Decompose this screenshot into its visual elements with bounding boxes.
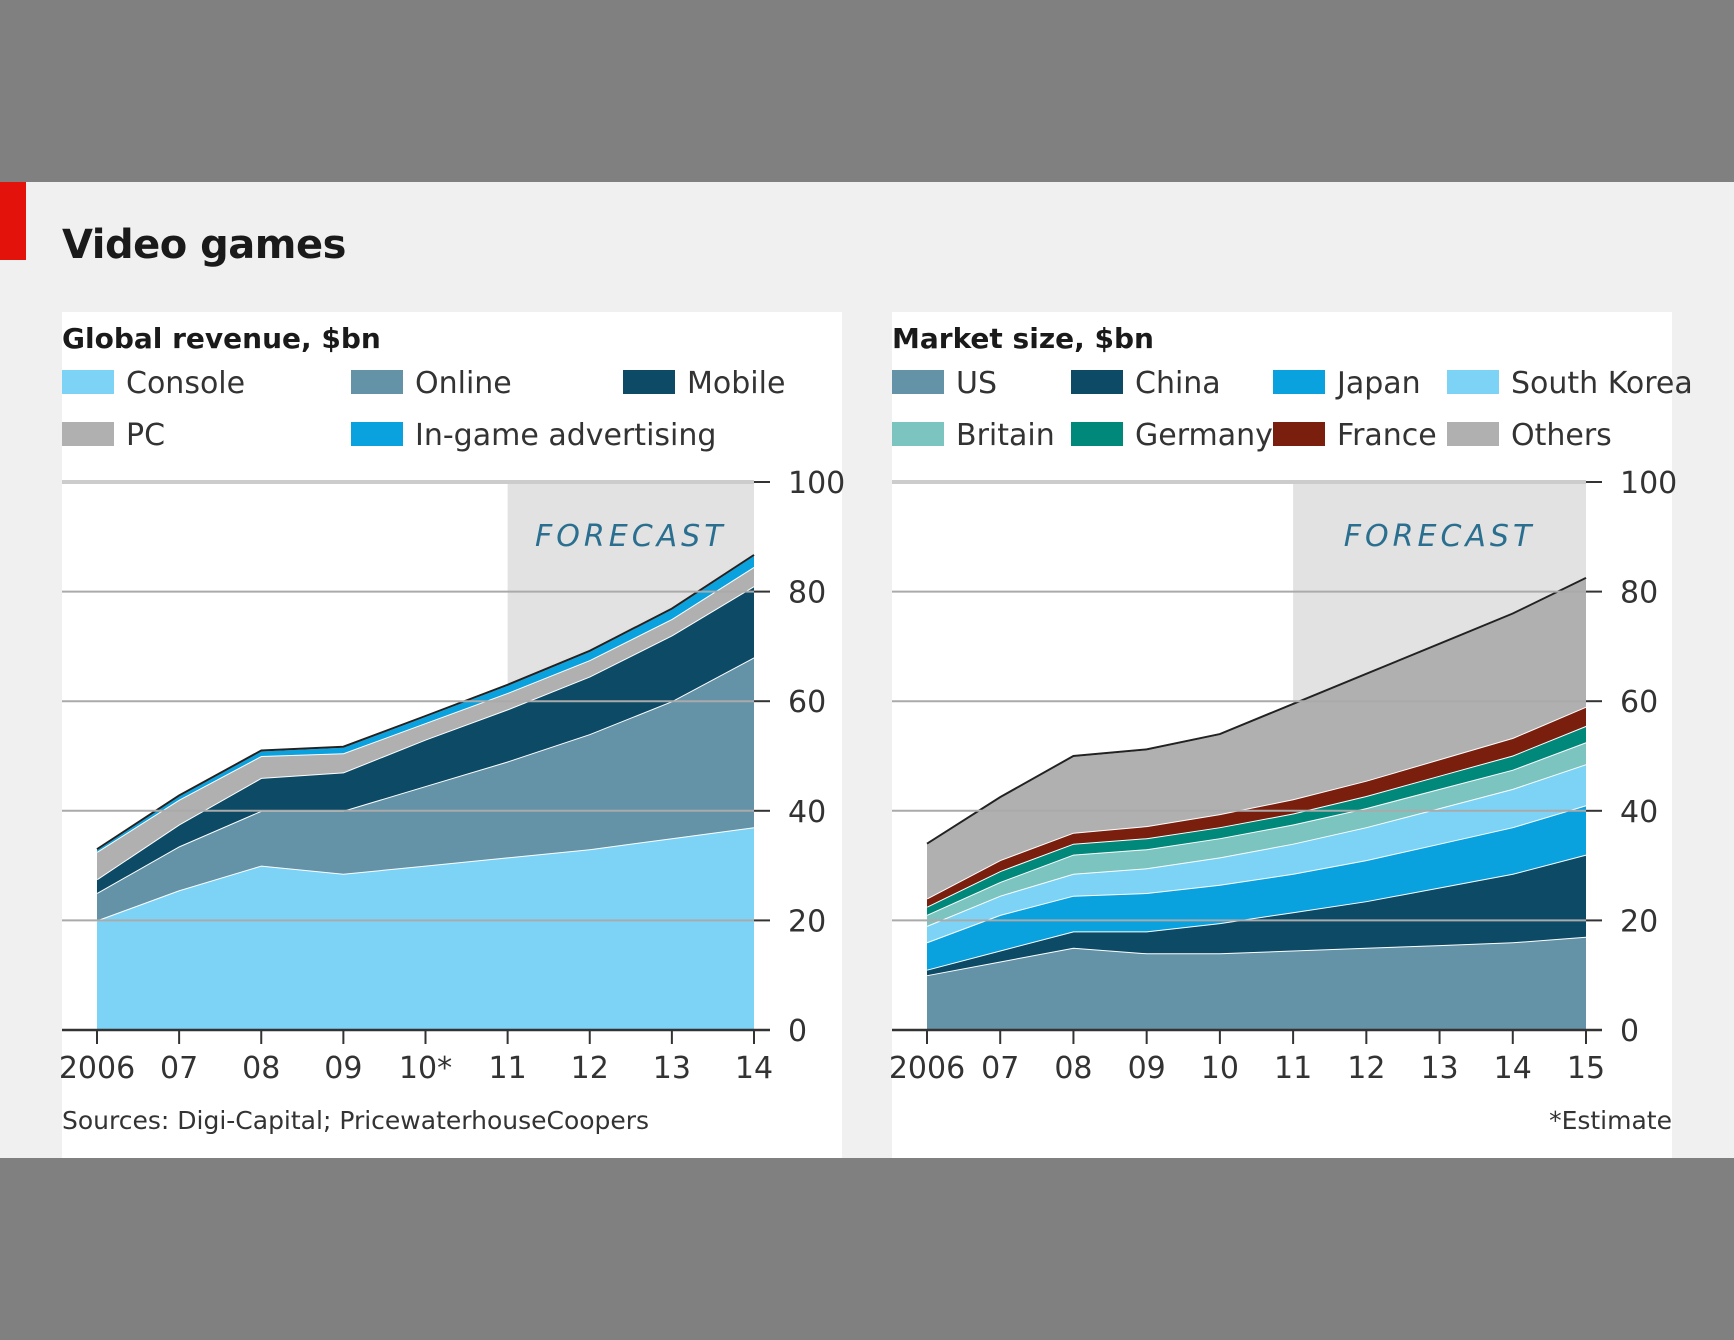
legend-label-japan: Japan [1335, 366, 1421, 401]
area-britain [927, 742, 1586, 926]
chart2-x-tick-label: 10 [1201, 1051, 1239, 1086]
area-japan [927, 805, 1586, 970]
chart1-y-tick-label: 80 [788, 576, 826, 611]
legend-swatch-britain [892, 422, 944, 446]
legend-swatch-germany [1071, 422, 1123, 446]
legend-label-console: Console [126, 366, 245, 401]
chart2-x-tick-label: 13 [1420, 1051, 1458, 1086]
legend-swatch-in-game-advertising [351, 422, 403, 446]
chart1-total-line [96, 554, 755, 851]
legend-swatch-japan [1273, 370, 1325, 394]
estimate-footnote: *Estimate [1549, 1106, 1672, 1135]
chart1: Global revenue, $bn Console Online Mobile PC… [59, 312, 845, 1158]
chart2-y-tick-label: 40 [1620, 795, 1658, 830]
chart1-x-tick-label: 12 [571, 1051, 609, 1086]
legend-label-south-korea: South Korea [1511, 366, 1693, 401]
accent-bar [0, 182, 26, 260]
legend-swatch-mobile [623, 370, 675, 394]
chart2-x-tick-label: 12 [1347, 1051, 1385, 1086]
chart1-x-tick-label: 11 [489, 1051, 527, 1086]
legend-label-us: US [956, 366, 997, 401]
chart2-title: Market size, $bn [892, 322, 1154, 355]
chart1-forecast-label: FORECAST [535, 519, 727, 554]
chart1-x-tick-label: 09 [324, 1051, 362, 1086]
chart2-x-tick-label: 08 [1054, 1051, 1092, 1086]
chart2-x-tick-label: 07 [981, 1051, 1019, 1086]
chart1-x-tick-label: 10* [399, 1051, 452, 1086]
chart2-x-tick-label: 2006 [889, 1051, 965, 1086]
chart2-total-line [926, 577, 1587, 845]
legend-label-others: Others [1511, 418, 1612, 453]
legend-swatch-south-korea [1447, 370, 1499, 394]
chart2-y-tick-label: 100 [1620, 466, 1677, 501]
legend-swatch-pc [62, 422, 114, 446]
charts-canvas: Global revenue, $bn Console Online Mobile PC… [59, 312, 1693, 1158]
chart2-y-tick-label: 80 [1620, 576, 1658, 611]
chart1-x-tick-label: 08 [242, 1051, 280, 1086]
legend-label-online: Online [415, 366, 512, 401]
chart2-forecast-label: FORECAST [1344, 519, 1536, 554]
legend-swatch-china [1071, 370, 1123, 394]
chart1-x-tick-label: 2006 [59, 1051, 135, 1086]
chart1-y-tick-label: 20 [788, 904, 826, 939]
legend-label-mobile: Mobile [687, 366, 785, 401]
chart2-x-tick-label: 09 [1128, 1051, 1166, 1086]
area-south-korea [927, 764, 1586, 943]
legend-swatch-others [1447, 422, 1499, 446]
legend-label-germany: Germany [1135, 418, 1273, 453]
legend-swatch-console [62, 370, 114, 394]
area-china [927, 854, 1586, 976]
chart2-x-tick-label: 14 [1494, 1051, 1532, 1086]
page-title: Video games [62, 222, 346, 268]
chart2: Market size, $bn US China Japan South Korea B… [889, 312, 1693, 1158]
legend-swatch-online [351, 370, 403, 394]
legend-label-in-game-advertising: In-game advertising [415, 418, 716, 453]
chart1-y-tick-label: 40 [788, 795, 826, 830]
legend-label-pc: PC [126, 418, 165, 453]
chart1-x-tick-label: 14 [735, 1051, 773, 1086]
legend-label-france: France [1337, 418, 1437, 453]
chart2-x-tick-label: 11 [1274, 1051, 1312, 1086]
boundary-china [926, 853, 1587, 971]
chart2-y-tick-label: 20 [1620, 904, 1658, 939]
chart1-y-tick-label: 60 [788, 685, 826, 720]
source-note: Sources: Digi-Capital; PricewaterhouseCo… [62, 1106, 650, 1135]
chart2-y-tick-label: 0 [1620, 1014, 1639, 1049]
area-console [97, 827, 754, 1030]
chart1-x-tick-label: 07 [160, 1051, 198, 1086]
boundary-us [926, 935, 1587, 977]
legend-swatch-us [892, 370, 944, 394]
chart2-y-tick-label: 60 [1620, 685, 1658, 720]
chart1-x-tick-label: 13 [653, 1051, 691, 1086]
area-others [927, 577, 1586, 899]
legend-swatch-france [1273, 422, 1325, 446]
chart1-title: Global revenue, $bn [62, 322, 381, 355]
legend-label-china: China [1135, 366, 1221, 401]
chart-panel: Video games Global revenue, $bn Console On… [0, 182, 1734, 1158]
legend-label-britain: Britain [956, 418, 1055, 453]
area-online [97, 657, 754, 921]
chart2-x-tick-label: 15 [1567, 1051, 1605, 1086]
chart1-y-tick-label: 100 [788, 466, 845, 501]
chart1-y-tick-label: 0 [788, 1014, 807, 1049]
area-us [927, 936, 1586, 1030]
